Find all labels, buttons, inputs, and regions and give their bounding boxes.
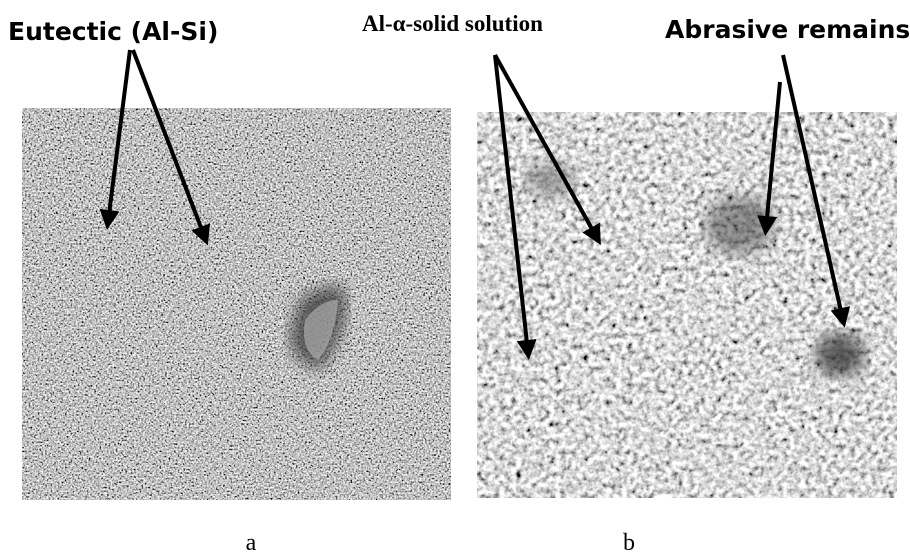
panel-label-a: a (246, 530, 257, 555)
micrograph-b (477, 112, 897, 498)
label-abrasive: Abrasive remains (665, 15, 910, 44)
figure: Eutectic (Al-Si) Al-α-solid solution Abr… (0, 0, 910, 555)
label-solid-solution: Al-α-solid solution (362, 11, 543, 36)
panel-label-b: b (623, 530, 635, 555)
label-eutectic: Eutectic (Al-Si) (8, 17, 218, 46)
micrograph-a (22, 108, 451, 500)
